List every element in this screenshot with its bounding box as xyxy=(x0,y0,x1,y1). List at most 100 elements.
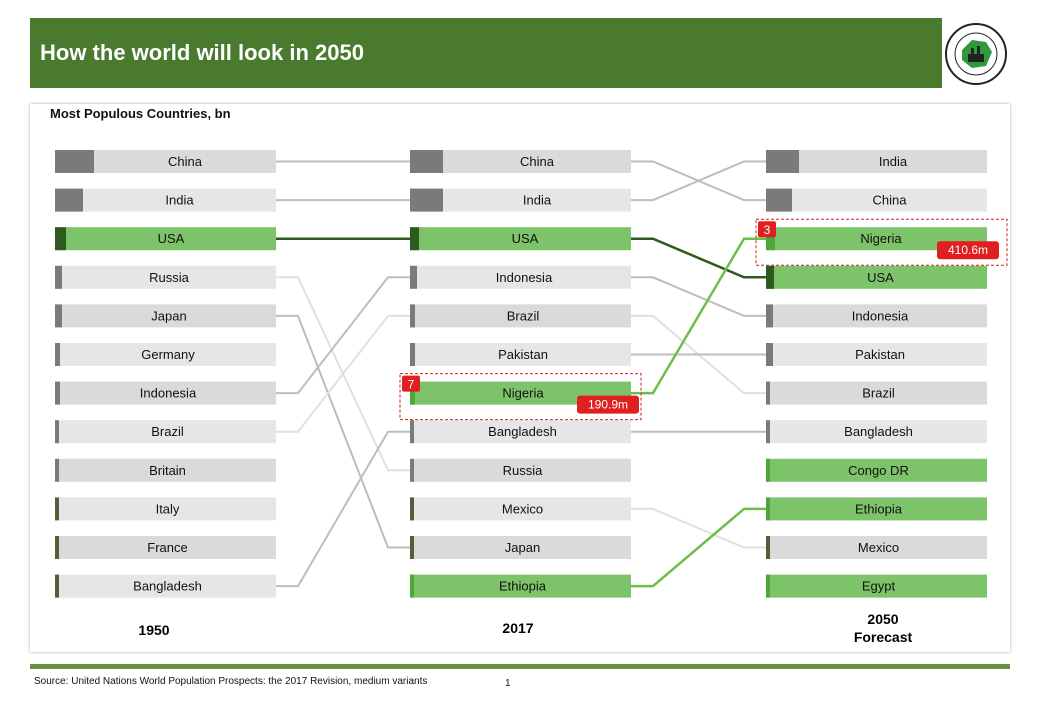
country-label: Egypt xyxy=(862,579,896,594)
connector-usa xyxy=(631,237,766,279)
callout-frame xyxy=(755,218,1008,266)
country-label: Bangladesh xyxy=(488,424,557,439)
share-marker-brazil xyxy=(766,381,770,405)
connector-nigeria xyxy=(631,237,766,395)
share-marker-ethiopia xyxy=(410,574,414,598)
page-title: How the world will look in 2050 xyxy=(40,40,364,65)
chart-title: Most Populous Countries, bn xyxy=(50,106,231,121)
share-marker-bangladesh xyxy=(410,420,414,444)
share-marker-japan xyxy=(55,304,62,328)
country-label: Pakistan xyxy=(855,347,905,362)
country-label: Nigeria xyxy=(502,386,544,401)
bar-france xyxy=(55,536,276,559)
nipc-seal-icon xyxy=(945,23,1007,85)
share-marker-usa xyxy=(410,227,419,251)
bar-japan xyxy=(410,536,631,559)
share-marker-pakistan xyxy=(766,343,773,366)
share-marker-brazil xyxy=(410,304,415,328)
country-label: China xyxy=(873,193,908,208)
chart-panel: Most Populous Countries, bn China India US… xyxy=(30,104,1010,652)
page-number: 1 xyxy=(505,678,511,689)
bar-china xyxy=(55,150,276,173)
connector-indonesia xyxy=(631,276,766,317)
country-label: Mexico xyxy=(858,540,899,555)
column-label-2017: 2017 xyxy=(502,620,534,636)
bar-brazil xyxy=(766,381,987,405)
bar-ethiopia xyxy=(410,574,631,598)
country-label: China xyxy=(168,154,203,169)
connector-brazil xyxy=(276,314,410,433)
share-marker-congo-dr xyxy=(766,458,770,482)
rank-badge-text: 7 xyxy=(408,378,415,392)
footer-rule xyxy=(30,664,1010,669)
share-marker-nigeria xyxy=(766,227,775,251)
bar-nigeria xyxy=(766,227,987,251)
bar-russia xyxy=(410,458,631,482)
bar-usa xyxy=(410,227,631,251)
bar-russia xyxy=(55,265,276,289)
share-marker-mexico xyxy=(410,497,414,521)
share-marker-japan xyxy=(410,536,414,559)
connector-ethiopia xyxy=(631,507,766,588)
share-marker-brazil xyxy=(55,420,59,444)
country-label: Germany xyxy=(141,347,195,362)
share-marker-pakistan xyxy=(410,343,415,366)
share-marker-russia xyxy=(410,458,414,482)
source-note: Source: United Nations World Population … xyxy=(34,676,428,687)
country-label: Mexico xyxy=(502,501,543,516)
country-label: USA xyxy=(867,270,894,285)
share-marker-bangladesh xyxy=(55,574,59,598)
value-badge xyxy=(937,241,999,260)
country-label: China xyxy=(520,154,555,169)
bar-bangladesh xyxy=(410,420,631,444)
country-label: Brazil xyxy=(862,386,895,401)
bar-mexico xyxy=(410,497,631,521)
share-marker-india xyxy=(410,188,443,212)
header-bar: How the world will look in 2050 xyxy=(30,18,942,88)
share-marker-mexico xyxy=(766,536,770,559)
bar-pakistan xyxy=(410,343,631,366)
country-label: Bangladesh xyxy=(844,424,913,439)
share-marker-germany xyxy=(55,343,60,366)
share-marker-usa xyxy=(766,265,774,289)
connector-lines xyxy=(276,160,766,588)
share-marker-china xyxy=(410,150,443,173)
value-badge-text: 410.6m xyxy=(948,243,988,257)
country-label: Brazil xyxy=(507,308,540,323)
share-marker-ethiopia xyxy=(766,497,770,521)
callout-2017: 7 190.9m xyxy=(399,373,642,421)
share-marker-bangladesh xyxy=(766,420,770,444)
bar-indonesia xyxy=(55,381,276,405)
share-marker-indonesia xyxy=(410,265,417,289)
column-label-1950: 1950 xyxy=(138,622,170,638)
bar-mexico xyxy=(766,536,987,559)
country-label: India xyxy=(879,154,908,169)
bar-usa xyxy=(55,227,276,251)
country-label: Japan xyxy=(505,540,540,555)
bar-ethiopia xyxy=(766,497,987,521)
connector-indonesia xyxy=(276,276,410,395)
column-label-2050-part: Forecast xyxy=(853,629,913,645)
country-label: Russia xyxy=(503,463,544,478)
country-label: India xyxy=(523,193,552,208)
bar-egypt xyxy=(766,574,987,598)
country-label: Ethiopia xyxy=(855,501,903,516)
country-label: Indonesia xyxy=(140,386,197,401)
bar-brazil xyxy=(410,304,631,328)
share-marker-russia xyxy=(55,265,62,289)
value-badge-text: 190.9m xyxy=(588,398,628,412)
bar-india xyxy=(766,150,987,173)
bar-india xyxy=(55,188,276,212)
bar-indonesia xyxy=(766,304,987,328)
column-label-2050: 2050 Forecast xyxy=(818,610,948,646)
country-label: Britain xyxy=(149,463,186,478)
bar-bangladesh xyxy=(766,420,987,444)
bar-brazil xyxy=(55,420,276,444)
bar-japan xyxy=(55,304,276,328)
country-label: Brazil xyxy=(151,424,184,439)
connector-japan xyxy=(276,314,410,549)
country-label: India xyxy=(165,193,194,208)
bar-germany xyxy=(55,343,276,366)
bar-britain xyxy=(55,458,276,482)
connector-india xyxy=(631,160,766,202)
